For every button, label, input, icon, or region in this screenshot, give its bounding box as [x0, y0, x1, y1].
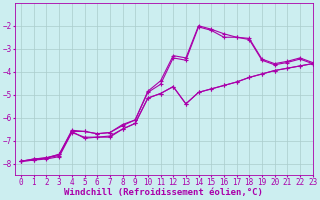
X-axis label: Windchill (Refroidissement éolien,°C): Windchill (Refroidissement éolien,°C) [64, 188, 263, 197]
